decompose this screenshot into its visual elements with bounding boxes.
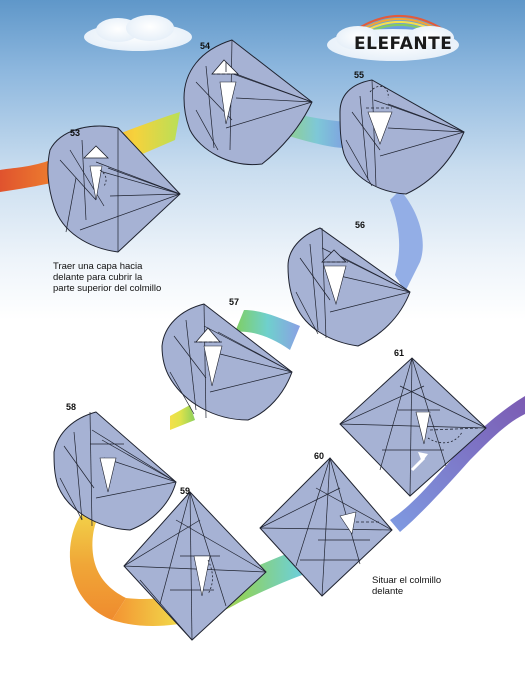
step-number-55: 55 [354,70,365,80]
step-number-54: 54 [200,41,211,51]
caption-line: Traer una capa hacia [53,261,143,272]
cloud-left [84,15,192,51]
cloud-title [327,26,459,61]
caption-step-60: Situar el colmillo delante [372,575,441,597]
step-number-61: 61 [394,348,405,358]
step-number-59: 59 [180,486,191,496]
caption-line: delante para cubrir la [53,272,143,283]
diagram-step-54 [183,39,313,166]
caption-step-53: Traer una capa hacia delante para cubrir… [53,261,161,294]
caption-line: Situar el colmillo [372,575,442,586]
diagram-step-56 [287,227,411,347]
caption-line: parte superior del colmillo [53,283,162,294]
step-number-58: 58 [66,402,77,412]
diagram-step-55 [339,79,465,195]
diagram-step-59 [123,491,267,641]
diagram-step-60 [259,457,393,597]
step-number-53: 53 [70,128,81,138]
diagram-step-57 [161,303,293,421]
caption-line: delante [372,586,404,597]
step-number-60: 60 [314,451,325,461]
diagram-step-58 [53,411,177,531]
diagram-step-53 [47,125,181,253]
step-number-56: 56 [355,220,366,230]
diagram-step-61 [339,357,487,497]
step-number-57: 57 [229,297,240,307]
page-title: ELEFANTE [354,34,453,54]
